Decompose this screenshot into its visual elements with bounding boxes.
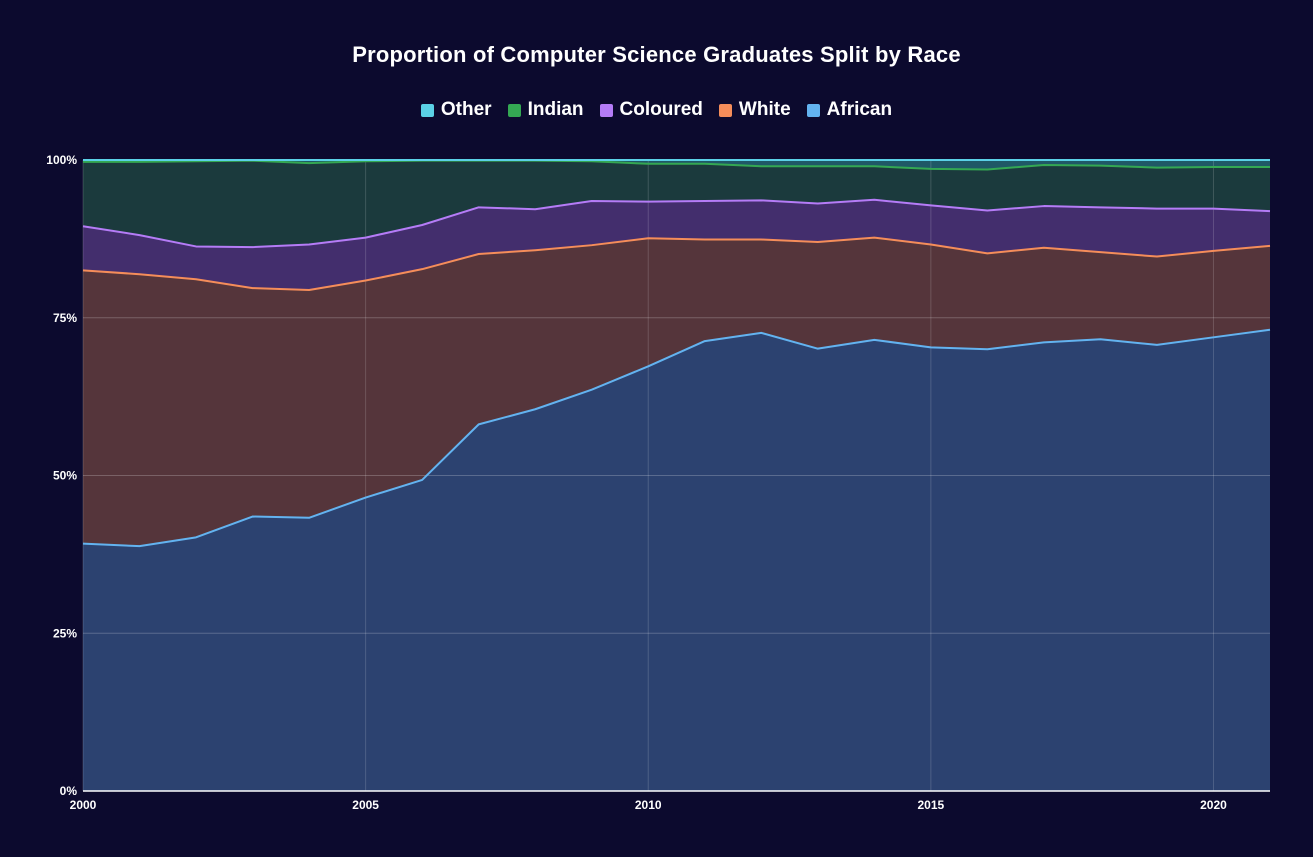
area-indian — [83, 160, 1270, 248]
legend-swatch-indian — [507, 103, 521, 117]
chart-title: Proportion of Computer Science Graduates… — [352, 42, 961, 67]
legend-item-coloured[interactable]: Coloured — [599, 99, 703, 121]
y-tick-label-50: 50% — [53, 469, 77, 483]
legend-item-indian[interactable]: Indian — [507, 99, 584, 121]
area-african — [83, 329, 1270, 791]
y-tick-label-0: 0% — [60, 784, 78, 798]
area-white — [83, 237, 1270, 547]
y-tick-label-100: 100% — [46, 153, 77, 167]
x-tick-label-2020: 2020 — [1200, 798, 1227, 812]
legend-swatch-coloured — [599, 103, 613, 117]
legend-swatch-other — [420, 103, 434, 117]
series-line-coloured — [82, 198, 1271, 249]
legend-swatch-white — [718, 103, 732, 117]
legend-item-other[interactable]: Other — [420, 99, 492, 121]
y-tick-label-75: 75% — [53, 311, 77, 325]
series-line-white — [82, 236, 1271, 291]
series-line-indian — [83, 159, 1270, 171]
legend: Other Indian Coloured White African — [0, 99, 1313, 121]
series-line-african — [82, 328, 1271, 548]
legend-item-white[interactable]: White — [718, 99, 791, 121]
legend-label-african: African — [826, 99, 893, 120]
area-coloured — [83, 199, 1270, 290]
x-tick-label-2010: 2010 — [635, 798, 662, 812]
x-tick-label-2005: 2005 — [352, 798, 379, 812]
y-tick-label-25: 25% — [53, 626, 77, 640]
legend-swatch-african — [806, 103, 820, 117]
x-tick-label-2015: 2015 — [918, 798, 945, 812]
area-other — [83, 160, 1270, 170]
legend-item-african[interactable]: African — [806, 99, 893, 121]
legend-label-indian: Indian — [527, 99, 584, 120]
legend-label-coloured: Coloured — [619, 99, 703, 120]
legend-label-white: White — [738, 99, 791, 120]
x-tick-label-2000: 2000 — [70, 798, 97, 812]
legend-label-other: Other — [440, 99, 492, 120]
